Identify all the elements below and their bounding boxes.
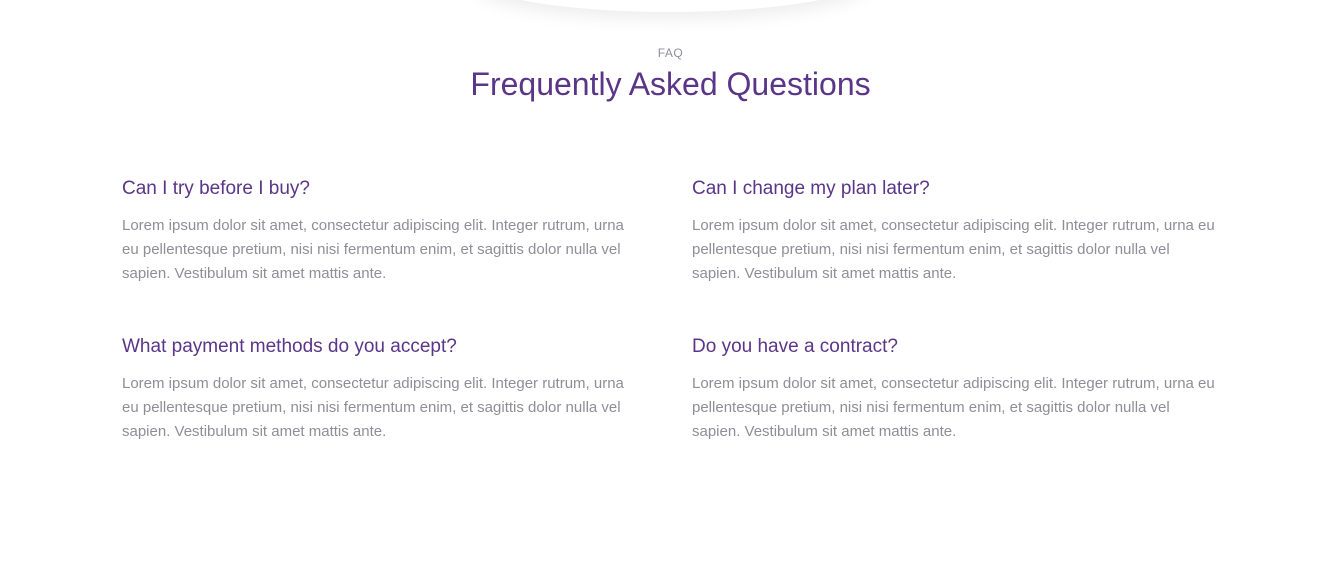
faq-item-payment-methods: What payment methods do you accept? Lore… — [122, 334, 642, 444]
faq-item-try-before-buy: Can I try before I buy? Lorem ipsum dolo… — [122, 176, 642, 286]
faq-answer: Lorem ipsum dolor sit amet, consectetur … — [692, 375, 1215, 440]
faq-item-contract: Do you have a contract? Lorem ipsum dolo… — [692, 334, 1222, 444]
faq-answer: Lorem ipsum dolor sit amet, consectetur … — [692, 217, 1215, 282]
header-card-shadow — [470, 0, 870, 12]
faq-grid: Can I try before I buy? Lorem ipsum dolo… — [122, 176, 1222, 444]
faq-question: Can I try before I buy? — [122, 178, 310, 199]
faq-question: Do you have a contract? — [692, 336, 898, 357]
faq-question: What payment methods do you accept? — [122, 336, 457, 357]
section-eyebrow: FAQ — [657, 46, 684, 60]
faq-answer: Lorem ipsum dolor sit amet, consectetur … — [122, 375, 624, 440]
faq-header: FAQ Frequently Asked Questions — [0, 45, 1341, 105]
faq-item-change-plan: Can I change my plan later? Lorem ipsum … — [692, 176, 1222, 286]
faq-answer: Lorem ipsum dolor sit amet, consectetur … — [122, 217, 624, 282]
faq-question: Can I change my plan later? — [692, 178, 930, 199]
section-title: Frequently Asked Questions — [470, 66, 871, 102]
